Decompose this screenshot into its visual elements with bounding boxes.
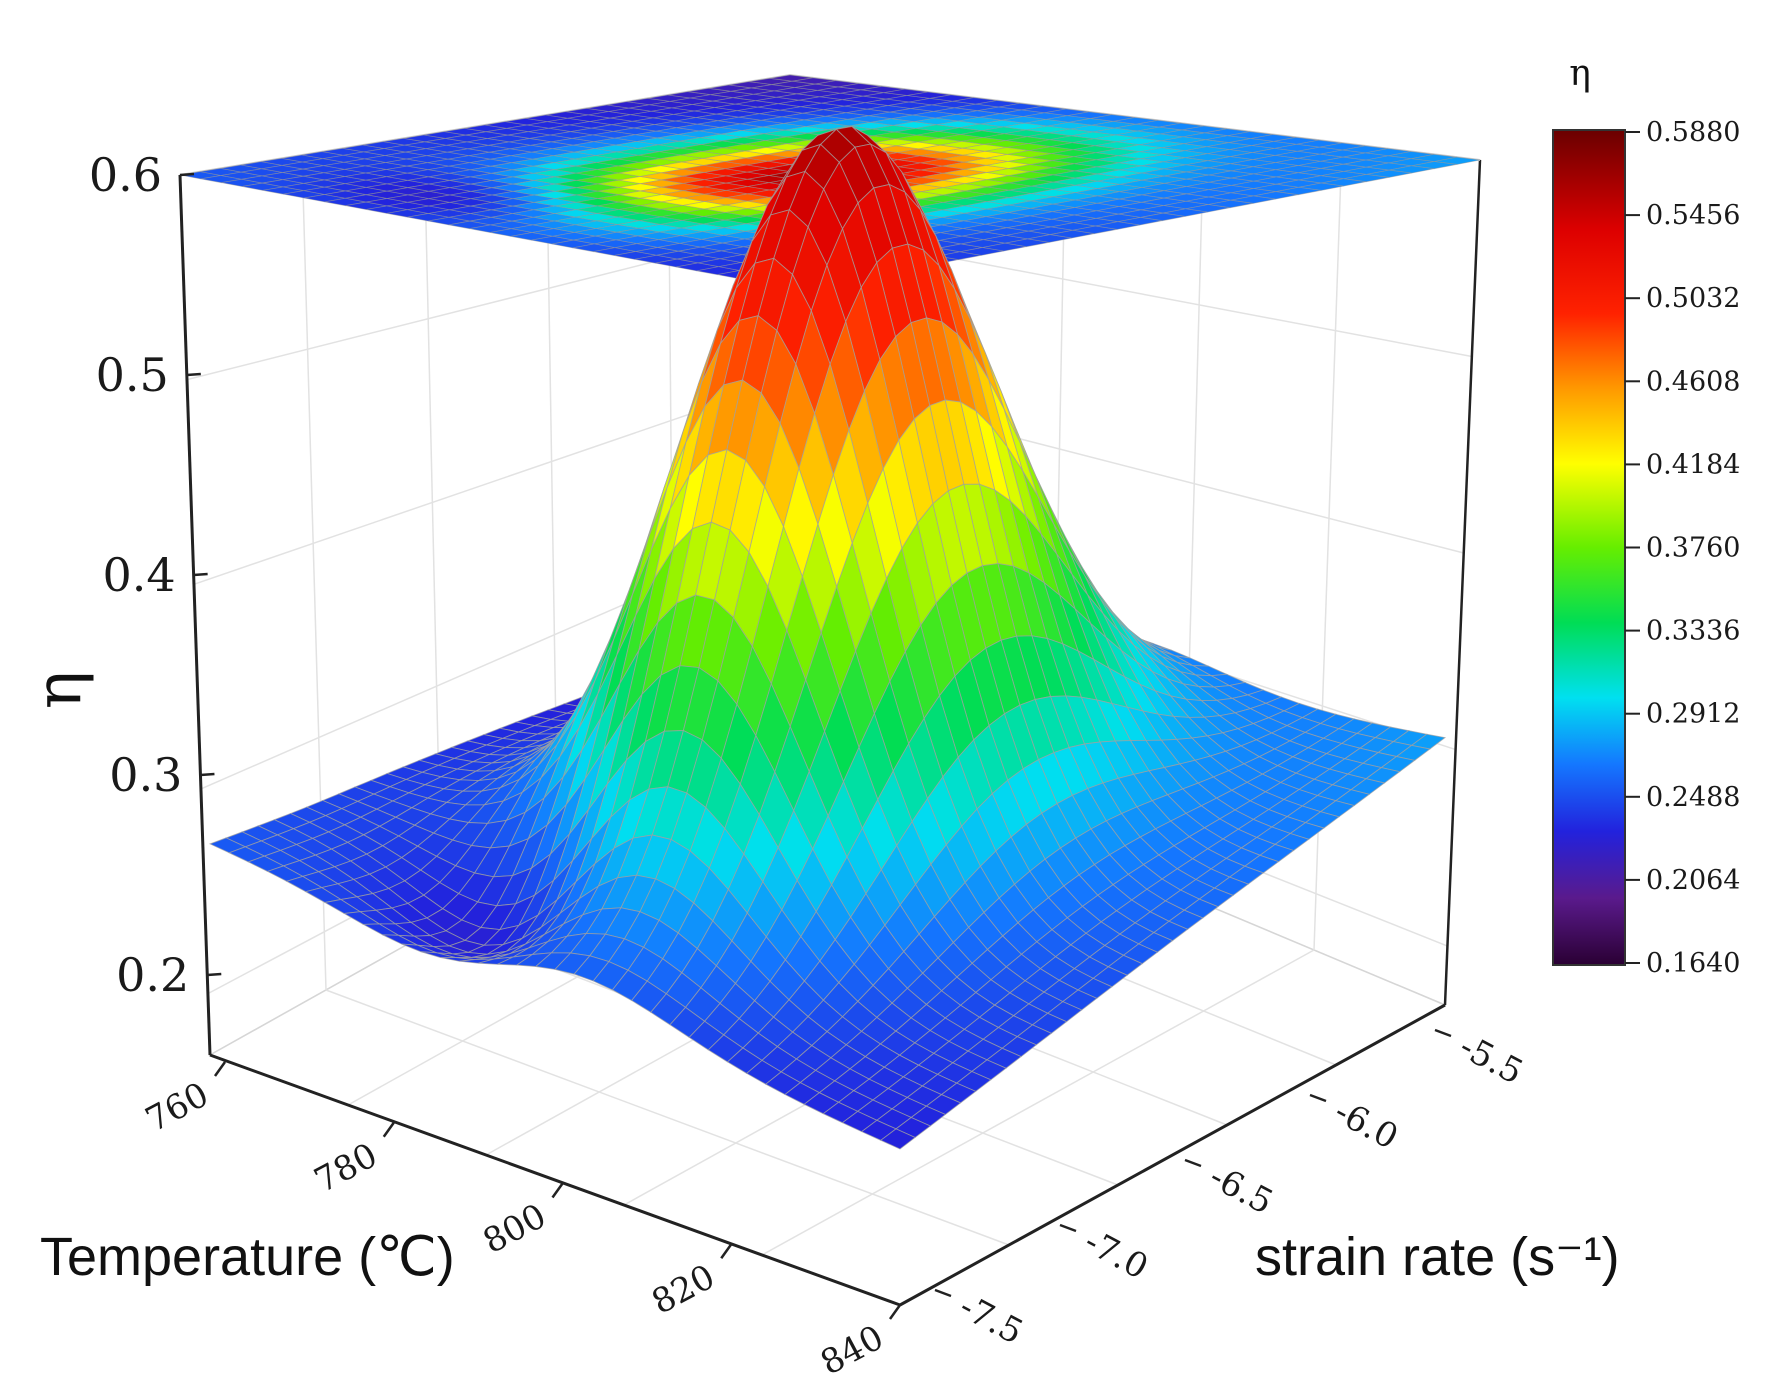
- grid-line: [761, 949, 1315, 1256]
- y-tick-label: -6.0: [1328, 1092, 1405, 1158]
- y-tick-mark: [1434, 1028, 1452, 1038]
- z-tick-label: 0.3: [109, 748, 182, 802]
- colorbar-tick-label: 0.5456: [1646, 200, 1740, 231]
- z-tick-mark: [179, 172, 195, 177]
- colorbar-tick-label: 0.2912: [1646, 699, 1740, 730]
- z-axis-ticks: 0.2 0.3 0.4 0.5 0.6: [89, 148, 222, 1002]
- z-tick-mark: [186, 372, 201, 377]
- y-tick-label: -5.5: [1453, 1027, 1530, 1093]
- colorbar-tick-label: 0.1640: [1646, 948, 1740, 979]
- z-tick-mark: [200, 772, 215, 777]
- grid-line: [325, 989, 1010, 1246]
- x-axis-label: Temperature (℃): [40, 1227, 455, 1287]
- z-tick-label: 0.5: [96, 348, 169, 402]
- right-axis-line: [1443, 159, 1482, 1006]
- y-tick-mark: [1059, 1223, 1077, 1233]
- z-tick-label: 0.2: [116, 948, 189, 1002]
- x-tick-label: 800: [477, 1196, 553, 1262]
- colorbar-tick-label: 0.3336: [1646, 616, 1740, 647]
- x-tick-mark: [213, 1061, 227, 1077]
- colorbar-ticks: 0.5880 0.5456 0.5032 0.4608 0.4184 0.3760 0.33…: [1625, 117, 1740, 979]
- z-tick-mark: [207, 972, 222, 977]
- surface-plot: [208, 126, 1447, 1150]
- colorbar-tick-label: 0.4608: [1646, 366, 1740, 397]
- x-tick-label: 780: [308, 1135, 384, 1201]
- colorbar-tick-label: 0.5880: [1646, 117, 1740, 148]
- z-axis-label: η: [22, 671, 96, 709]
- x-tick-mark: [720, 1243, 733, 1259]
- y-tick-mark: [1184, 1158, 1202, 1168]
- y-tick-label: -6.5: [1203, 1157, 1280, 1223]
- colorbar: η 0.58800.54560.50320.46080.41840.37600.…: [1552, 53, 1740, 979]
- x-tick-mark: [888, 1304, 902, 1320]
- x-tick-label: 820: [645, 1257, 721, 1323]
- y-tick-mark: [1309, 1093, 1327, 1103]
- z-tick-label: 0.4: [102, 548, 175, 602]
- y-tick-label: -7.0: [1078, 1222, 1155, 1288]
- colorbar-tick-label: 0.2064: [1646, 865, 1740, 896]
- x-tick-label: 840: [814, 1318, 890, 1384]
- colorbar-tick-label: 0.5032: [1646, 283, 1740, 314]
- x-tick-mark: [382, 1122, 395, 1138]
- x-tick-label: 760: [139, 1075, 215, 1141]
- colorbar-bar: [1552, 129, 1626, 966]
- z-tick-label: 0.6: [89, 148, 162, 202]
- colorbar-tick-label: 0.3760: [1646, 533, 1740, 564]
- colorbar-tick-label: 0.2488: [1646, 782, 1740, 813]
- y-axis-label: strain rate (s⁻¹): [1255, 1227, 1620, 1287]
- x-tick-mark: [551, 1182, 564, 1199]
- y-axis-line: [899, 1003, 1446, 1307]
- colorbar-title: η: [1569, 53, 1591, 94]
- surface-cell: [879, 1128, 916, 1150]
- projection-cell: [1434, 156, 1481, 165]
- colorbar-tick-label: 0.4184: [1646, 449, 1740, 480]
- z-axis-line: [178, 174, 212, 1056]
- y-tick-mark: [934, 1288, 952, 1298]
- z-tick-mark: [193, 572, 208, 577]
- y-tick-label: -7.5: [953, 1287, 1030, 1353]
- x-axis-line: [209, 1053, 901, 1307]
